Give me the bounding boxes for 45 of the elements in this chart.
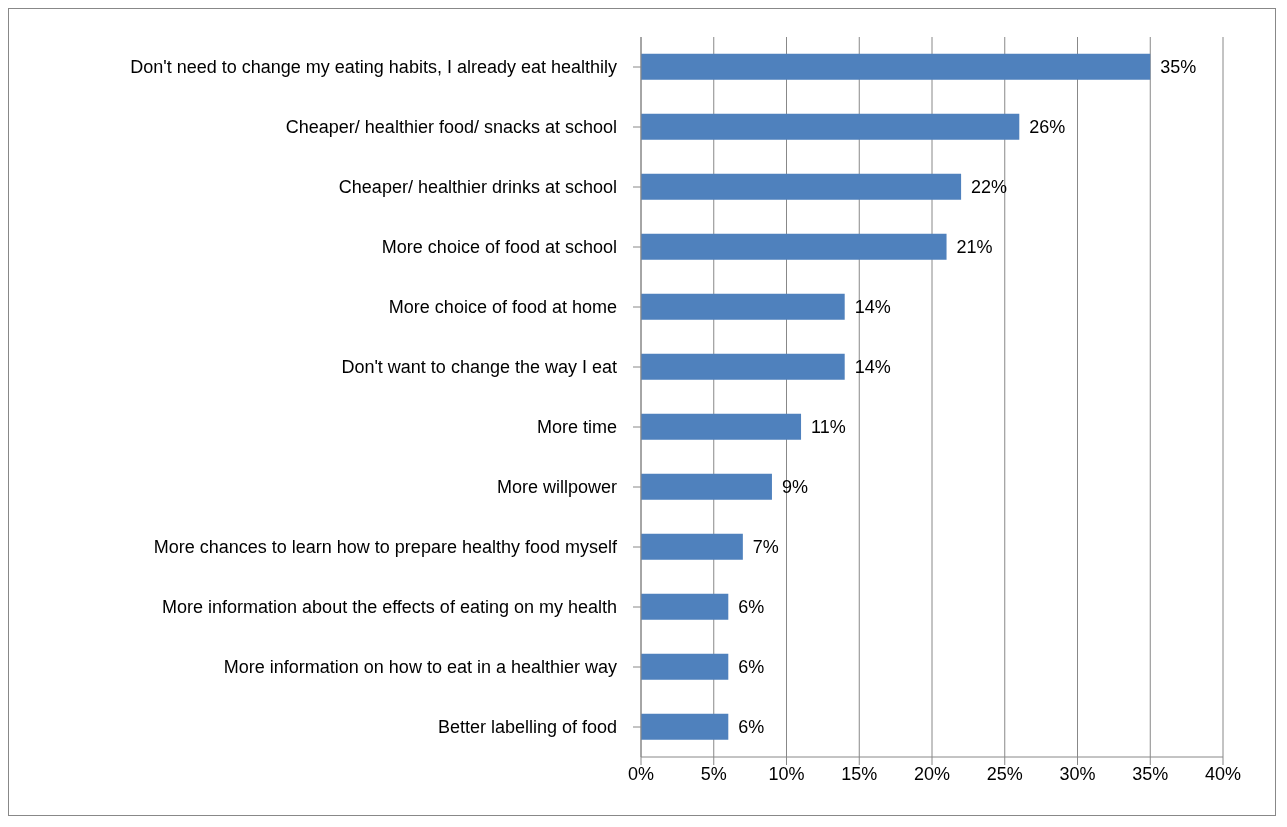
- data-label: 22%: [971, 177, 1008, 198]
- data-label: 6%: [738, 717, 765, 738]
- y-tick-label: More information about the effects of eating on my health: [162, 597, 617, 617]
- bar: [641, 653, 729, 680]
- x-tick-label: 35%: [1132, 763, 1169, 784]
- y-tick-label: More choice of food at home: [388, 297, 617, 317]
- data-label: 6%: [738, 597, 765, 618]
- bar: [641, 713, 729, 740]
- data-label: 14%: [854, 297, 891, 318]
- bar: [641, 593, 729, 620]
- x-tick-label: 25%: [986, 763, 1023, 784]
- bar: [641, 233, 947, 260]
- y-tick-label: More information on how to eat in a healthier way: [223, 657, 617, 677]
- y-tick-label: More time: [536, 417, 617, 437]
- bar: [641, 413, 802, 440]
- bar: [641, 113, 1020, 140]
- x-tick-label: 15%: [841, 763, 878, 784]
- data-label: 14%: [854, 357, 891, 378]
- x-tick-label: 5%: [700, 763, 727, 784]
- x-tick-label: 20%: [913, 763, 951, 784]
- y-tick-label: More willpower: [496, 477, 617, 497]
- y-tick-label: More choice of food at school: [381, 237, 617, 257]
- bar: [641, 173, 962, 200]
- x-tick-label: 30%: [1059, 763, 1096, 784]
- bar: [641, 533, 743, 560]
- data-label: 35%: [1160, 57, 1197, 78]
- y-tick-label: Don't need to change my eating habits, I already eat healthily: [130, 57, 617, 77]
- x-tick-label: 10%: [768, 763, 805, 784]
- data-label: 26%: [1029, 117, 1066, 138]
- data-label: 21%: [956, 237, 993, 258]
- data-label: 6%: [738, 657, 765, 678]
- y-tick-label: Cheaper/ healthier food/ snacks at school: [285, 117, 617, 137]
- bar: [641, 53, 1151, 80]
- y-tick-label: Better labelling of food: [437, 717, 617, 737]
- y-tick-label: Cheaper/ healthier drinks at school: [338, 177, 617, 197]
- data-label: 9%: [781, 477, 808, 498]
- bar: [641, 473, 772, 500]
- x-tick-label: 0%: [627, 763, 655, 784]
- bar: [641, 353, 845, 380]
- data-label: 11%: [811, 417, 846, 438]
- data-label: 7%: [752, 537, 779, 558]
- y-tick-label: More chances to learn how to prepare healthy food myself: [153, 537, 618, 557]
- x-tick-label: 40%: [1204, 763, 1242, 784]
- y-tick-label: Don't want to change the way I eat: [341, 357, 617, 377]
- bar: [641, 293, 845, 320]
